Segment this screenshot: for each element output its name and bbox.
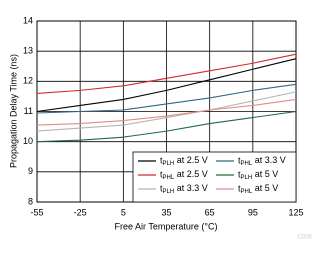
x-axis-label: Free Air Temperature (°C) bbox=[115, 221, 218, 231]
series-line bbox=[36, 91, 297, 132]
legend-label: tPHL at 3.3 V bbox=[238, 155, 286, 166]
y-tick-label: 8 bbox=[28, 196, 33, 206]
y-tick-label: 10 bbox=[23, 136, 33, 146]
legend-label: tPLH at 5 V bbox=[238, 169, 278, 180]
y-tick-label: 11 bbox=[24, 106, 33, 116]
legend-box bbox=[132, 151, 297, 203]
figure-id: C006 bbox=[298, 235, 313, 241]
x-tick-label: 5 bbox=[121, 207, 126, 217]
legend-label: tPLH at 3.3 V bbox=[160, 183, 208, 194]
x-tick-label: 95 bbox=[248, 207, 258, 217]
x-tick-label: 35 bbox=[161, 207, 171, 217]
x-tick-label: -25 bbox=[74, 207, 87, 217]
y-tick-label: 14 bbox=[23, 15, 33, 25]
y-tick-label: 12 bbox=[23, 76, 33, 86]
x-tick-label: 125 bbox=[288, 207, 303, 217]
x-tick-label: -55 bbox=[30, 207, 43, 217]
series-line bbox=[36, 83, 297, 114]
x-tick-label: 65 bbox=[205, 207, 215, 217]
series-line bbox=[36, 53, 297, 94]
series-line bbox=[36, 58, 297, 113]
legend-label: tPLH at 2.5 V bbox=[160, 155, 208, 166]
series-line bbox=[36, 98, 297, 126]
legend-label: tPHL at 5 V bbox=[238, 183, 278, 194]
y-axis-label: Propagation Delay Time (ns) bbox=[8, 54, 18, 168]
y-tick-label: 13 bbox=[23, 46, 33, 56]
y-tick-label: 9 bbox=[28, 166, 33, 176]
legend-label: tPHL at 2.5 V bbox=[160, 169, 208, 180]
series-line bbox=[36, 110, 297, 143]
